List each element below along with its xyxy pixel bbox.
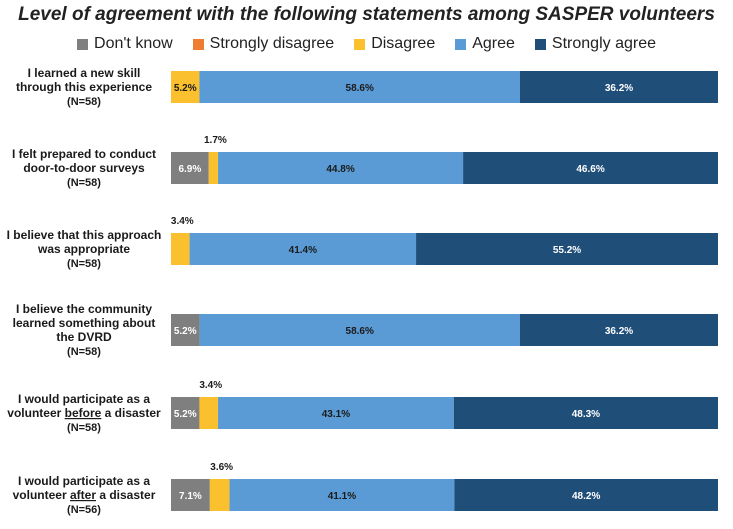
data-label: 5.2%: [174, 409, 197, 420]
category-label: I would participate as a volunteer after …: [13, 474, 156, 516]
data-label: 44.8%: [326, 164, 354, 175]
category-label: I learned a new skill through this experi…: [16, 66, 152, 108]
bar-segment: [189, 233, 417, 265]
bar-segment: [199, 397, 219, 429]
bar-segment: [171, 479, 210, 511]
bar-segment: [463, 152, 718, 184]
bar-segment: [171, 397, 200, 429]
legend-swatch: [354, 38, 366, 50]
data-label: 48.3%: [572, 409, 600, 420]
bar-segment: [519, 314, 718, 346]
bar-segment: [171, 152, 209, 184]
data-label: 58.6%: [346, 83, 374, 94]
data-label: 36.2%: [605, 83, 633, 94]
bar-segment: [199, 314, 520, 346]
data-label: 5.2%: [174, 326, 197, 337]
data-label-outside: 1.7%: [204, 135, 227, 146]
legend-swatch: [455, 38, 467, 50]
legend-label: Strongly agree: [551, 35, 656, 52]
data-label: 6.9%: [178, 164, 201, 175]
category-label: I would participate as a volunteer before…: [7, 392, 161, 434]
legend-label: Agree: [472, 35, 515, 52]
bar-segment: [453, 397, 718, 429]
category-label: I believe that this approach was appropri…: [7, 228, 162, 270]
data-label-outside: 3.4%: [199, 380, 222, 391]
data-label: 36.2%: [605, 326, 633, 337]
legend-swatch: [534, 38, 546, 50]
data-label: 41.1%: [328, 491, 356, 502]
data-label: 55.2%: [553, 245, 581, 256]
bar-segment: [171, 71, 200, 103]
data-label: 5.2%: [174, 83, 197, 94]
legend-label: Strongly disagree: [209, 35, 335, 52]
legend-item-0: Don't know: [77, 35, 173, 53]
bar-segment: [454, 479, 718, 511]
bar-segment: [218, 152, 464, 184]
bar-segment: [209, 479, 230, 511]
legend-item-4: Strongly agree: [534, 35, 656, 53]
category-label: I felt prepared to conduct door-to-door s…: [12, 147, 156, 189]
legend-item-2: Disagree: [354, 35, 435, 53]
legend-item-3: Agree: [455, 35, 515, 53]
data-label: 58.6%: [346, 326, 374, 337]
data-label: 46.6%: [576, 164, 604, 175]
bar-segment: [208, 152, 219, 184]
data-label-outside: 3.4%: [171, 216, 194, 227]
data-label: 48.2%: [572, 491, 600, 502]
legend-swatch: [192, 38, 204, 50]
legend-label: Don't know: [94, 35, 173, 52]
chart-legend: Don't know Strongly disagree Disagree Agree…: [0, 35, 733, 53]
chart-title: Level of agreement with the following st…: [18, 4, 715, 25]
data-label-outside: 3.6%: [210, 462, 233, 473]
bar-segment: [519, 71, 718, 103]
bar-segment: [229, 479, 455, 511]
data-label: 7.1%: [179, 491, 202, 502]
bar-segment: [171, 314, 200, 346]
bar-segment: [199, 71, 520, 103]
legend-label: Disagree: [371, 35, 436, 52]
category-label: I believe the community learned something…: [13, 302, 156, 358]
legend-swatch: [77, 38, 89, 50]
data-label: 43.1%: [322, 409, 350, 420]
bar-segment: [416, 233, 718, 265]
bar-segment: [171, 233, 190, 265]
bar-segment: [218, 397, 454, 429]
legend-item-1: Strongly disagree: [192, 35, 335, 53]
data-label: 41.4%: [289, 245, 317, 256]
